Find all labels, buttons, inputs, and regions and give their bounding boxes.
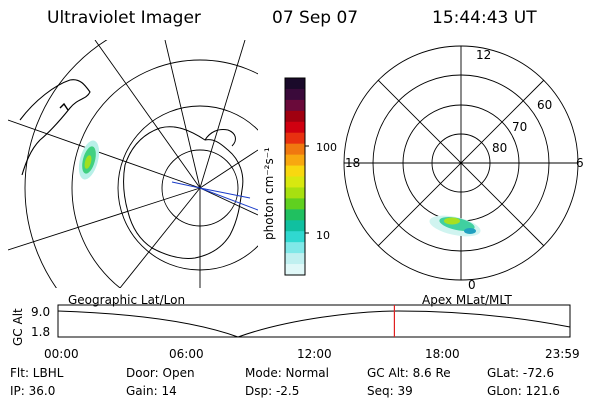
observation-date: 07 Sep 07 xyxy=(272,8,359,28)
colorbar xyxy=(284,77,309,276)
timeline-xtick-2359: 23:59 xyxy=(545,347,580,361)
ip-status: IP: 36.0 xyxy=(10,384,56,398)
colorbar-segment xyxy=(285,99,305,112)
colorbar-segment xyxy=(285,165,305,178)
polar-aurora-patch xyxy=(429,215,481,237)
mlt-label-0: 0 xyxy=(468,278,476,292)
colorbar-segment xyxy=(285,121,305,134)
mlat-label-80: 80 xyxy=(492,141,508,155)
geo-frame-label: Geographic Lat/Lon xyxy=(68,293,186,307)
timeline-xtick-1800: 18:00 xyxy=(425,347,460,361)
door-status: Door: Open xyxy=(126,366,195,380)
colorbar-tick-10: 10 xyxy=(316,229,330,242)
colorbar-segment xyxy=(285,154,305,167)
apex-frame-label: Apex MLat/MLT xyxy=(422,293,512,307)
filter-status: Flt: LBHL xyxy=(10,366,64,380)
altitude-timeline xyxy=(57,304,571,338)
timeline-ylabel: GC Alt xyxy=(11,308,25,346)
mode-status: Mode: Normal xyxy=(245,366,329,380)
dsp-status: Dsp: -2.5 xyxy=(245,384,300,398)
colorbar-segment xyxy=(285,264,305,276)
glon-status: GLon: 121.6 xyxy=(487,384,560,398)
observation-time: 15:44:43 UT xyxy=(432,8,537,28)
gc-alt-status: GC Alt: 8.6 Re xyxy=(367,366,451,380)
colorbar-segment xyxy=(285,209,305,221)
colorbar-segment xyxy=(285,242,305,254)
colorbar-segment xyxy=(285,220,305,232)
timeline-xtick-1200: 12:00 xyxy=(297,347,332,361)
colorbar-tick-100: 100 xyxy=(316,141,337,154)
colorbar-segment xyxy=(285,78,305,90)
geo-aurora-patch xyxy=(78,140,100,180)
colorbar-segment xyxy=(285,110,305,123)
glat-status: GLat: -72.6 xyxy=(487,366,554,380)
colorbar-segment xyxy=(285,231,305,243)
colorbar-segment xyxy=(285,198,305,210)
colorbar-segment xyxy=(285,187,305,199)
mlat-label-70: 70 xyxy=(512,120,528,134)
timeline-xtick-0000: 00:00 xyxy=(44,347,79,361)
mlt-label-12: 12 xyxy=(476,48,492,62)
instrument-title: Ultraviolet Imager xyxy=(47,8,201,28)
colorbar-segment xyxy=(285,132,305,145)
seq-status: Seq: 39 xyxy=(367,384,413,398)
altitude-curve xyxy=(57,310,571,338)
mlt-label-6: 6 xyxy=(576,156,584,170)
colorbar-segment xyxy=(285,253,305,265)
mlt-label-18: 18 xyxy=(345,156,361,170)
timeline-ytick-high: 9.0 xyxy=(31,305,51,319)
colorbar-segment xyxy=(285,176,305,189)
colorbar-segment xyxy=(285,88,305,101)
timeline-xtick-0600: 06:00 xyxy=(169,347,204,361)
gain-status: Gain: 14 xyxy=(126,384,177,398)
timeline-ytick-low: 1.8 xyxy=(31,325,51,339)
colorbar-border xyxy=(284,77,306,276)
colorbar-segment xyxy=(285,143,305,156)
mlat-label-60: 60 xyxy=(537,98,553,112)
